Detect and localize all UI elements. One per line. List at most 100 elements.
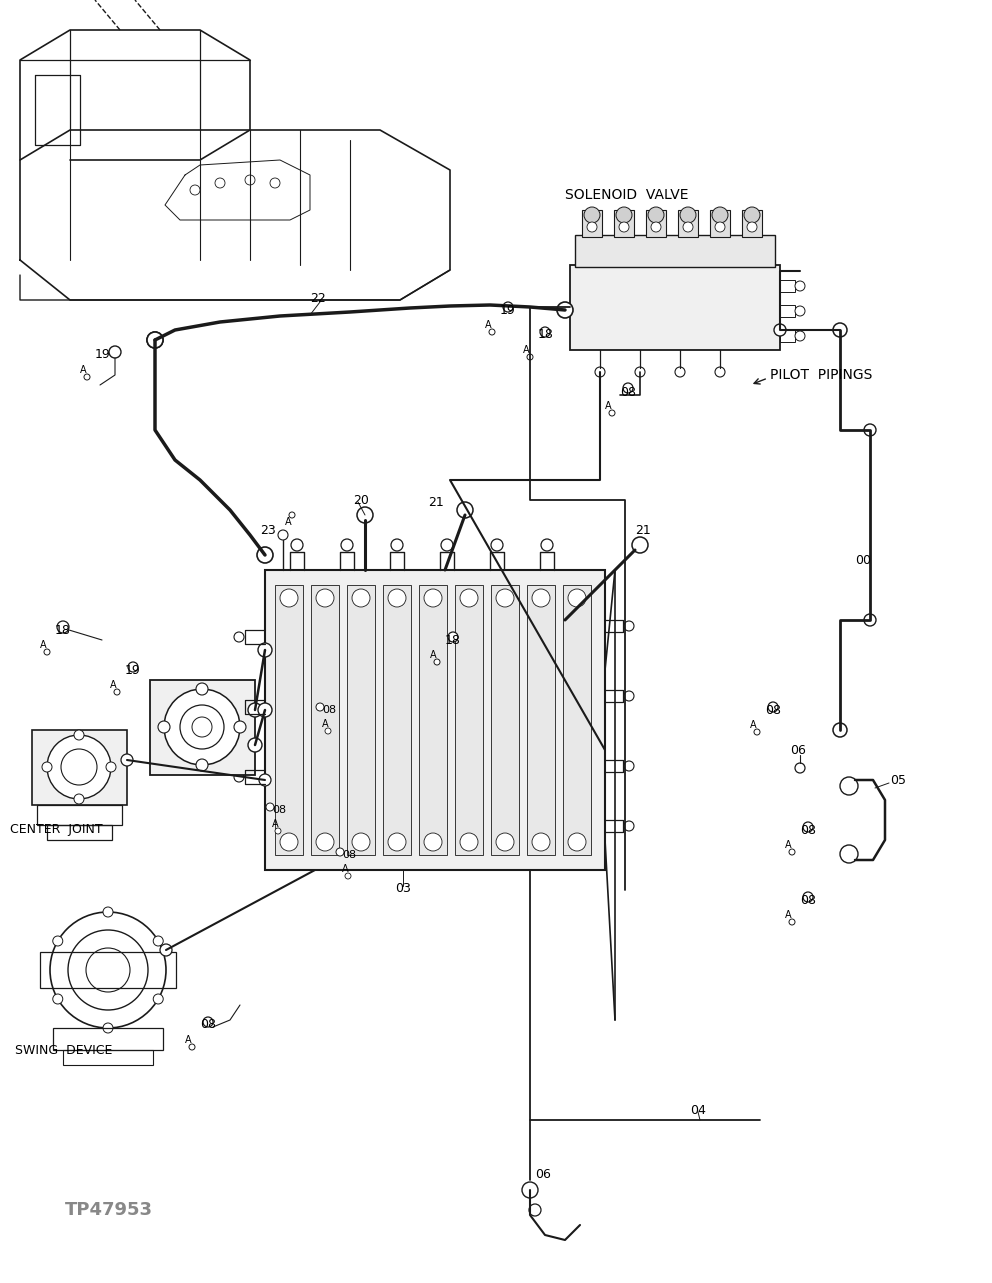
Circle shape: [503, 302, 513, 312]
Circle shape: [557, 302, 573, 318]
Text: 18: 18: [538, 328, 554, 341]
Text: A: A: [80, 364, 86, 375]
Bar: [780, 305, 795, 317]
Circle shape: [460, 833, 478, 851]
Text: SOLENOID  VALVE: SOLENOID VALVE: [565, 189, 688, 201]
Circle shape: [86, 948, 130, 992]
Circle shape: [388, 589, 406, 607]
Circle shape: [624, 821, 634, 831]
Circle shape: [864, 423, 876, 436]
Bar: [582, 210, 602, 237]
Text: 06: 06: [535, 1169, 551, 1182]
Text: A: A: [285, 517, 292, 527]
Circle shape: [619, 222, 629, 232]
Text: 21: 21: [428, 495, 443, 508]
Circle shape: [258, 643, 272, 657]
Bar: [678, 210, 698, 237]
Bar: [491, 585, 519, 854]
Circle shape: [341, 539, 353, 550]
Circle shape: [42, 762, 52, 772]
Text: 06: 06: [790, 744, 806, 757]
Circle shape: [153, 994, 164, 1005]
Circle shape: [147, 332, 163, 348]
Bar: [646, 210, 666, 237]
Bar: [570, 266, 780, 350]
Circle shape: [189, 1044, 195, 1049]
Circle shape: [248, 738, 262, 752]
Text: 08: 08: [200, 1019, 216, 1032]
Circle shape: [196, 760, 208, 771]
Text: 08: 08: [342, 851, 356, 860]
Circle shape: [160, 944, 172, 956]
Circle shape: [128, 662, 138, 672]
Circle shape: [248, 703, 262, 717]
Text: A: A: [185, 1035, 191, 1044]
Circle shape: [522, 1182, 538, 1198]
Circle shape: [648, 207, 664, 223]
Circle shape: [84, 375, 90, 380]
Text: 08: 08: [765, 703, 781, 716]
Circle shape: [789, 849, 795, 854]
Bar: [275, 585, 303, 854]
Text: A: A: [322, 718, 328, 729]
Text: A: A: [485, 319, 492, 330]
Bar: [383, 585, 411, 854]
Bar: [347, 585, 375, 854]
Text: TP47953: TP47953: [65, 1201, 153, 1219]
Text: SWING  DEVICE: SWING DEVICE: [15, 1043, 112, 1056]
Circle shape: [632, 538, 648, 553]
Circle shape: [74, 794, 84, 804]
Circle shape: [352, 833, 370, 851]
Circle shape: [795, 763, 805, 772]
Text: 05: 05: [890, 774, 906, 786]
Text: A: A: [750, 720, 757, 730]
Circle shape: [680, 207, 696, 223]
Circle shape: [541, 539, 553, 550]
Circle shape: [803, 822, 813, 831]
Circle shape: [609, 411, 615, 416]
Text: A: A: [785, 910, 792, 920]
Text: CENTER  JOINT: CENTER JOINT: [10, 824, 102, 837]
Text: 18: 18: [55, 624, 70, 636]
Circle shape: [291, 539, 303, 550]
Bar: [37, 804, 122, 825]
Circle shape: [275, 828, 281, 834]
Circle shape: [234, 633, 244, 642]
Circle shape: [180, 704, 224, 749]
Circle shape: [53, 994, 62, 1005]
Circle shape: [540, 327, 550, 337]
Circle shape: [496, 833, 514, 851]
Circle shape: [460, 589, 478, 607]
Circle shape: [616, 207, 632, 223]
Circle shape: [336, 848, 344, 856]
Circle shape: [106, 762, 116, 772]
Circle shape: [325, 727, 331, 734]
Circle shape: [215, 178, 225, 189]
Text: 08: 08: [272, 804, 286, 815]
Text: A: A: [523, 345, 530, 355]
Circle shape: [203, 1017, 213, 1026]
Text: 22: 22: [310, 291, 325, 304]
Bar: [265, 570, 605, 870]
Circle shape: [153, 937, 164, 946]
Circle shape: [280, 589, 298, 607]
Text: PILOT  PIPINGS: PILOT PIPINGS: [770, 368, 872, 382]
Circle shape: [448, 633, 458, 642]
Circle shape: [109, 346, 121, 358]
Circle shape: [234, 772, 244, 783]
Circle shape: [795, 331, 805, 341]
Circle shape: [280, 833, 298, 851]
Circle shape: [532, 589, 550, 607]
Circle shape: [103, 907, 113, 917]
Text: A: A: [272, 819, 279, 829]
Circle shape: [266, 803, 274, 811]
Circle shape: [527, 354, 533, 361]
Circle shape: [147, 332, 163, 348]
Text: 18: 18: [445, 634, 461, 647]
Circle shape: [864, 615, 876, 626]
Circle shape: [584, 207, 600, 223]
Bar: [780, 280, 795, 293]
Circle shape: [683, 222, 693, 232]
Circle shape: [164, 689, 240, 765]
Circle shape: [234, 721, 246, 733]
